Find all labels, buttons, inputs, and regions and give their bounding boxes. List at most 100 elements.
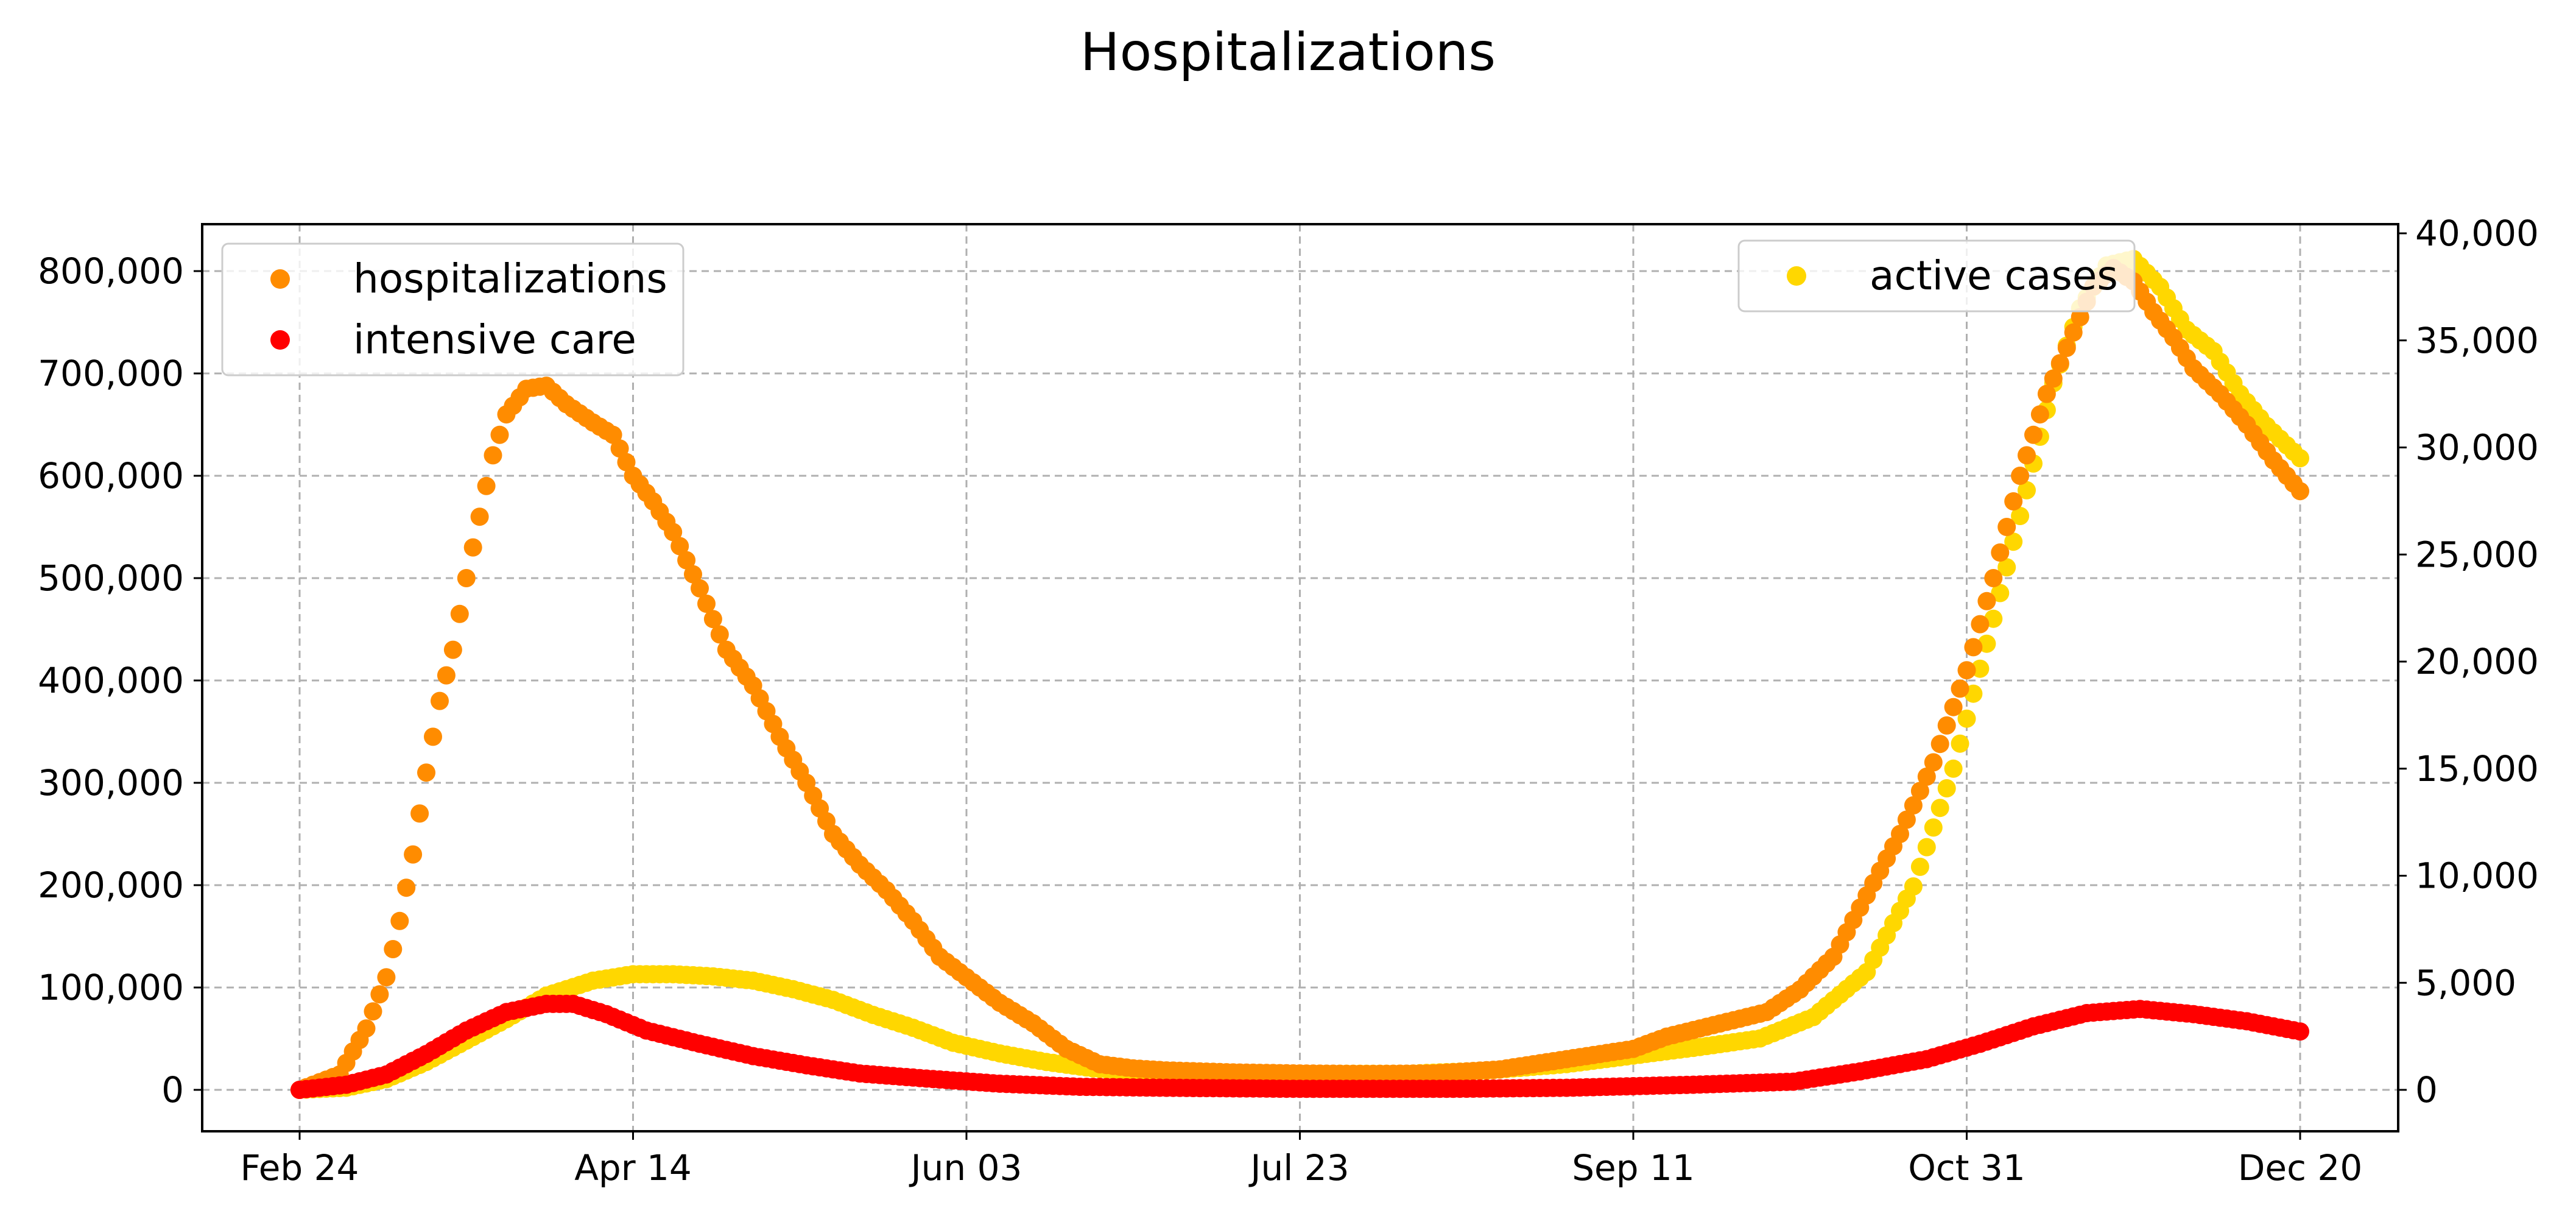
data-point bbox=[1997, 558, 2016, 577]
data-point bbox=[2057, 339, 2076, 357]
data-point bbox=[417, 763, 435, 782]
data-point bbox=[457, 569, 476, 587]
data-point bbox=[1971, 615, 1990, 634]
data-point bbox=[710, 625, 729, 644]
data-point bbox=[437, 666, 456, 685]
y-right-tick-label: 35,000 bbox=[2415, 320, 2539, 361]
data-point bbox=[443, 640, 462, 659]
data-point bbox=[2291, 1022, 2309, 1041]
data-point bbox=[703, 610, 722, 629]
data-point bbox=[1951, 679, 1969, 698]
data-point bbox=[477, 476, 496, 495]
data-point bbox=[1897, 810, 1916, 829]
legends: hospitalizations intensive care active cas… bbox=[221, 239, 2136, 376]
data-point bbox=[2050, 354, 2069, 373]
data-point bbox=[2018, 481, 2036, 500]
data-point bbox=[2071, 308, 2089, 327]
data-point bbox=[1904, 877, 1923, 896]
data-point bbox=[2037, 384, 2056, 403]
chart-title: Hospitalizations bbox=[1080, 22, 1496, 83]
data-point bbox=[2291, 482, 2309, 501]
legend-label: active cases bbox=[1870, 252, 2118, 299]
legend-label: hospitalizations bbox=[353, 255, 667, 302]
x-tick-label: Feb 24 bbox=[241, 1147, 359, 1189]
data-point bbox=[1924, 818, 1943, 837]
data-point bbox=[1930, 799, 1949, 818]
y-right-tick-label: 0 bbox=[2415, 1069, 2438, 1111]
y-left-tick-label: 200,000 bbox=[38, 864, 184, 906]
data-point bbox=[604, 425, 622, 444]
data-point bbox=[470, 507, 489, 526]
y-right-tick-label: 10,000 bbox=[2415, 855, 2539, 897]
legend-label: intensive care bbox=[353, 316, 636, 363]
legend-left: hospitalizations intensive care bbox=[221, 242, 684, 376]
data-point bbox=[2024, 425, 2043, 444]
data-point bbox=[664, 523, 683, 542]
data-point bbox=[1937, 716, 1956, 735]
x-tick-label: Apr 14 bbox=[574, 1147, 692, 1189]
data-point bbox=[2018, 446, 2036, 465]
data-point bbox=[1991, 584, 2010, 602]
legend-marker bbox=[270, 330, 290, 350]
data-point bbox=[1937, 779, 1956, 797]
data-point bbox=[484, 446, 502, 465]
legend-right: active cases bbox=[1737, 239, 2136, 313]
legend-marker bbox=[270, 269, 290, 289]
y-left-tick-label: 800,000 bbox=[38, 250, 184, 292]
data-point bbox=[1891, 825, 1909, 843]
legend-marker bbox=[1787, 266, 1806, 286]
data-point bbox=[490, 425, 509, 444]
chart-marks bbox=[290, 250, 2309, 1099]
data-point bbox=[384, 940, 403, 958]
data-point bbox=[1964, 638, 1983, 657]
data-point bbox=[1957, 661, 1976, 680]
y-right-tick-label: 40,000 bbox=[2415, 213, 2539, 254]
data-point bbox=[2064, 323, 2083, 342]
data-point bbox=[691, 579, 709, 598]
data-point bbox=[697, 595, 716, 613]
data-point bbox=[397, 878, 416, 897]
data-point bbox=[2011, 507, 2030, 525]
x-tick-label: Sep 11 bbox=[1572, 1147, 1695, 1189]
data-point bbox=[1997, 518, 2016, 536]
x-tick-label: Dec 20 bbox=[2238, 1147, 2362, 1189]
data-point bbox=[1917, 767, 1936, 786]
data-point bbox=[2004, 532, 2023, 551]
data-point bbox=[1930, 735, 1949, 754]
x-tick-label: Oct 31 bbox=[1908, 1147, 2025, 1189]
data-point bbox=[377, 968, 396, 987]
data-point bbox=[357, 1019, 376, 1038]
data-point bbox=[2044, 369, 2063, 388]
data-point bbox=[410, 804, 429, 823]
data-point bbox=[617, 453, 636, 472]
series-intensive-care bbox=[290, 994, 2309, 1099]
data-point bbox=[2291, 449, 2309, 468]
y-left-tick-label: 700,000 bbox=[38, 353, 184, 394]
data-point bbox=[390, 911, 409, 930]
data-point bbox=[364, 1002, 382, 1021]
data-point bbox=[404, 845, 423, 864]
y-left-tick-label: 300,000 bbox=[38, 762, 184, 804]
y-right-tick-label: 15,000 bbox=[2415, 748, 2539, 790]
data-point bbox=[1910, 857, 1929, 876]
y-right-tick-label: 25,000 bbox=[2415, 534, 2539, 575]
data-point bbox=[370, 985, 389, 1004]
data-point bbox=[1991, 543, 2010, 562]
data-point bbox=[424, 727, 442, 746]
data-point bbox=[1917, 838, 1936, 857]
data-point bbox=[1957, 709, 1976, 728]
y-left-tick-label: 600,000 bbox=[38, 455, 184, 496]
data-point bbox=[1904, 796, 1923, 814]
data-point bbox=[610, 439, 629, 458]
legend-frame bbox=[1737, 239, 2136, 313]
data-point bbox=[2011, 467, 2030, 485]
data-point bbox=[463, 538, 482, 557]
y-left-tick-label: 100,000 bbox=[38, 967, 184, 1008]
legend-frame bbox=[221, 242, 684, 376]
data-point bbox=[1971, 659, 1990, 678]
data-point bbox=[2004, 492, 2023, 511]
data-point bbox=[1951, 734, 1969, 753]
grid-lines bbox=[202, 224, 2398, 1131]
